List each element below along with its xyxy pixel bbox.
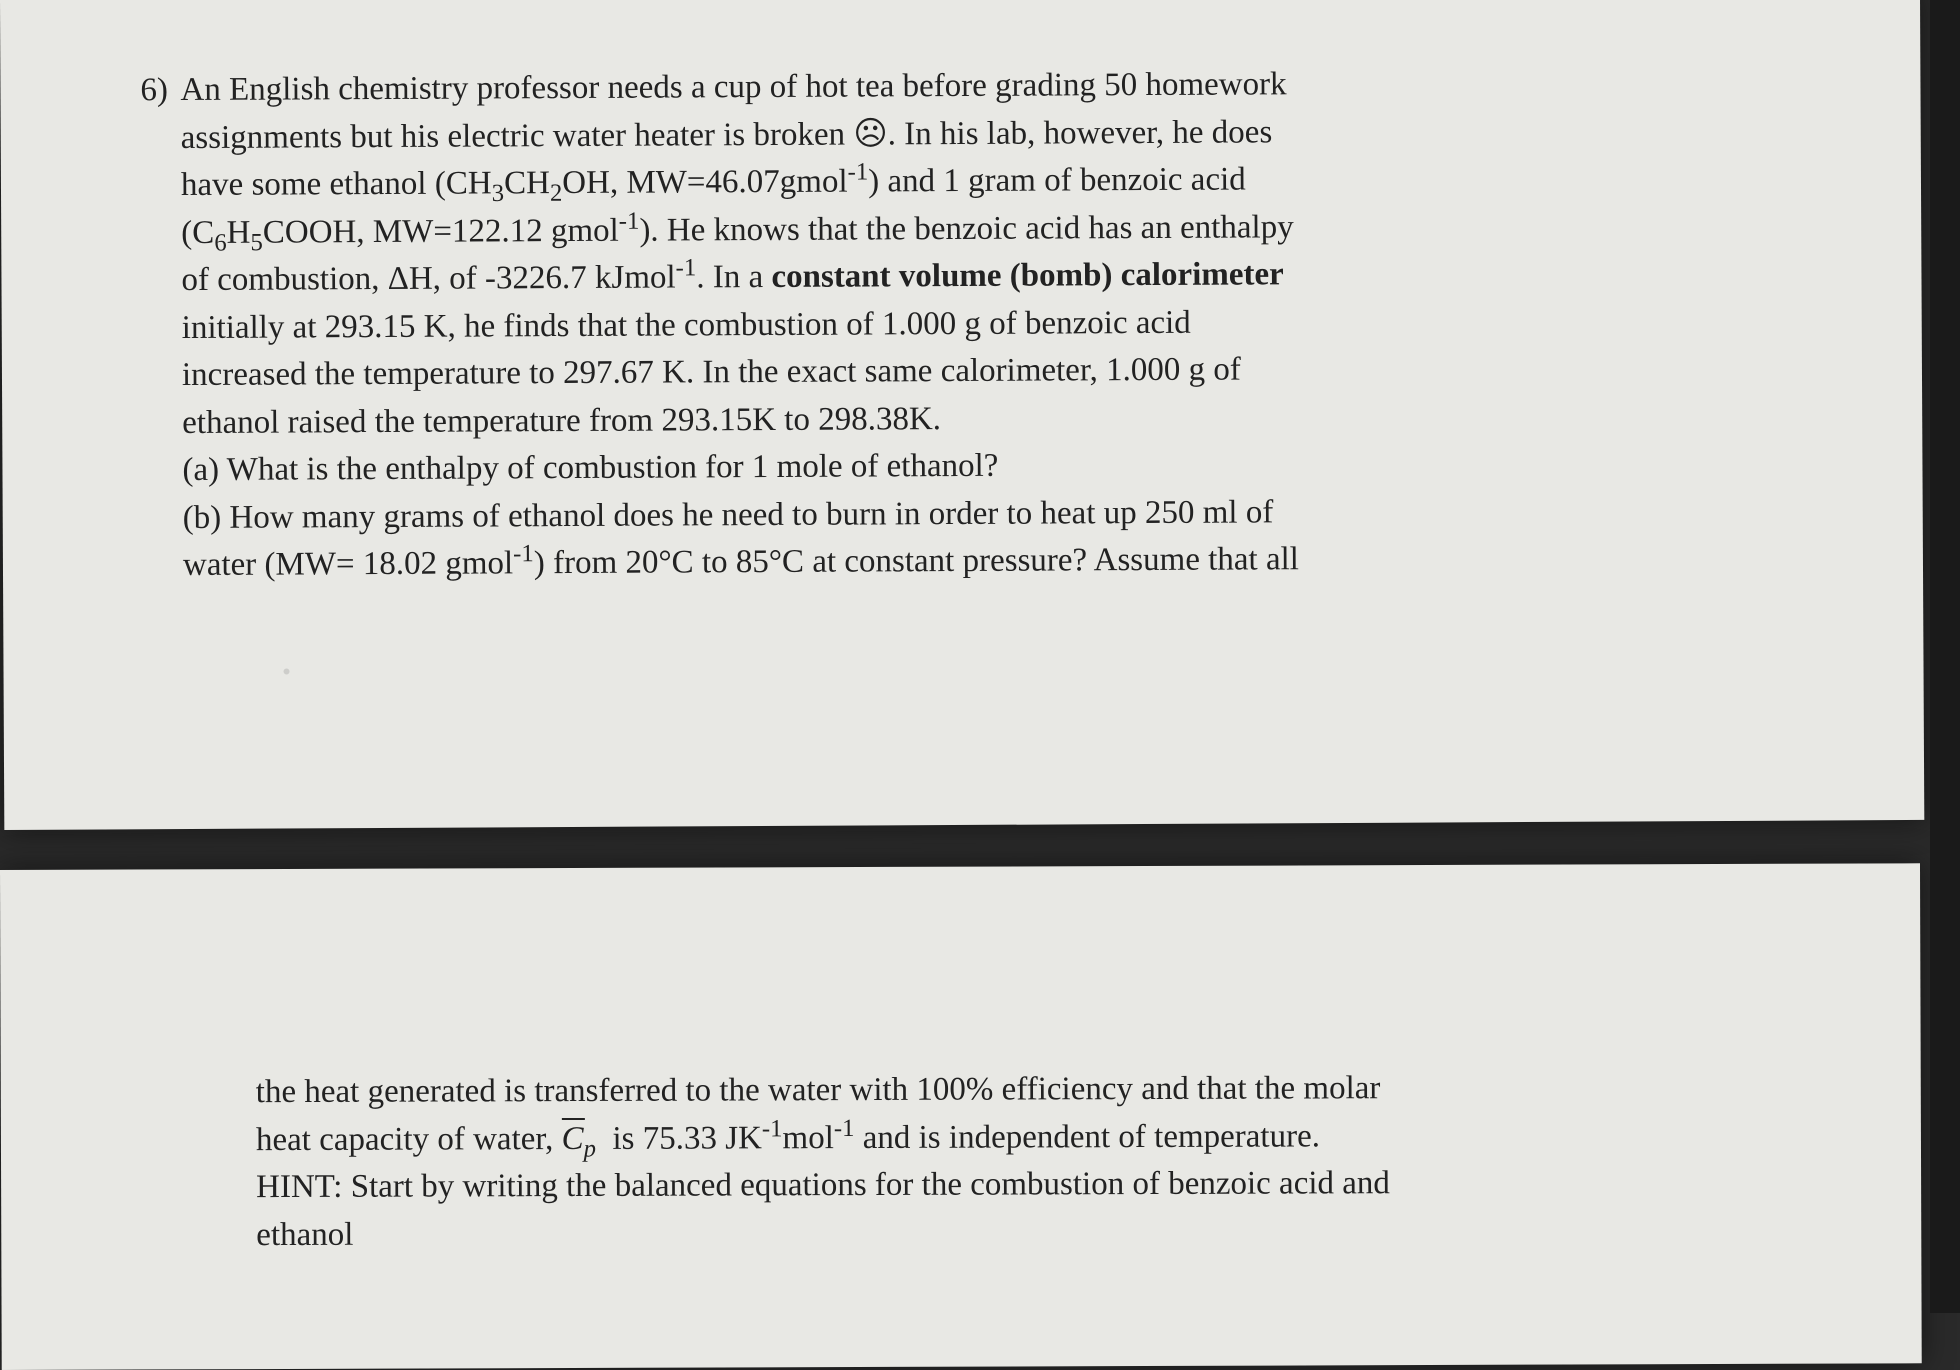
frown-icon: ☹	[853, 116, 888, 152]
page-sheet-bottom: the heat generated is transferred to the…	[0, 863, 1922, 1370]
right-dark-strip	[1930, 0, 1960, 1313]
question-body-line: assignments but his electric water heate…	[181, 114, 1273, 156]
continuation-line: the heat generated is transferred to the…	[256, 1070, 1381, 1110]
paper-smudge	[284, 668, 290, 674]
question-number: 6)	[140, 67, 168, 115]
question-part-a: (a) What is the enthalpy of combustion f…	[182, 441, 1402, 495]
question-body-line: An English chemistry professor needs a c…	[180, 66, 1286, 108]
continuation-line: ethanol	[256, 1216, 353, 1252]
cp-bar-symbol: Cp	[561, 1115, 596, 1163]
question-body-line: initially at 293.15 K, he finds that the…	[182, 304, 1191, 345]
question-block: 6) An English chemistry professor needs …	[180, 61, 1403, 590]
question-part-b-line: water (MW= 18.02 gmol-1) from 20°C to 85…	[183, 536, 1403, 590]
question-body-line: ethanol raised the temperature from 293.…	[182, 401, 941, 441]
question-part-b-line: (b) How many grams of ethanol does he ne…	[183, 488, 1403, 542]
question-body-line: increased the temperature to 297.67 K. I…	[182, 352, 1241, 394]
question-body-line: (C6H5COOH, MW=122.12 gmol-1). He knows t…	[181, 209, 1294, 251]
question-continuation-block: the heat generated is transferred to the…	[256, 1065, 1457, 1259]
continuation-line: heat capacity of water, Cp is 75.33 JK-1…	[256, 1118, 1320, 1158]
page-sheet-top: 6) An English chemistry professor needs …	[0, 0, 1924, 830]
question-body-line: of combustion, ΔH, of -3226.7 kJmol-1. I…	[181, 256, 1283, 298]
question-body-line: have some ethanol (CH3CH2OH, MW=46.07gmo…	[181, 162, 1246, 204]
continuation-line: HINT: Start by writing the balanced equa…	[256, 1165, 1390, 1205]
